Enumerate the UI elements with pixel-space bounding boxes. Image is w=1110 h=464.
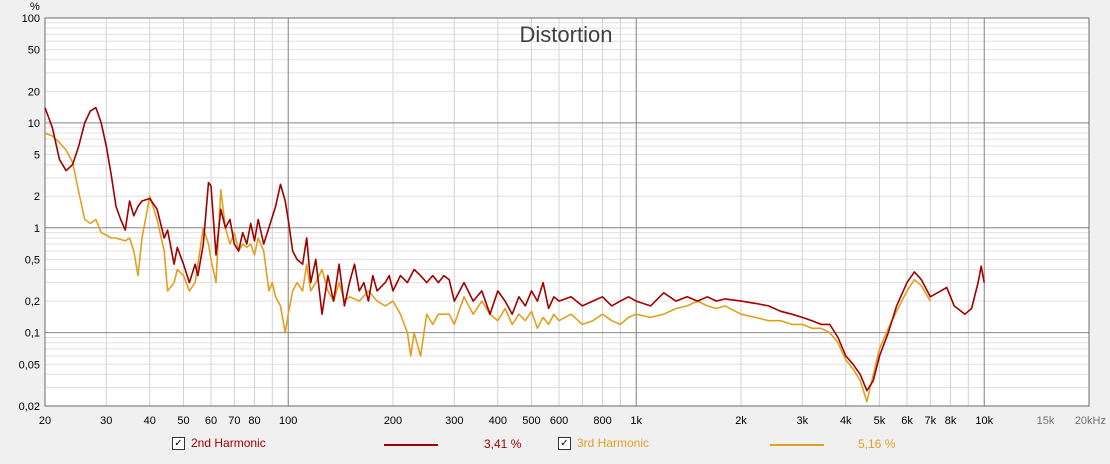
x-tick-label: 200 <box>384 415 402 427</box>
x-tick-label: 1k <box>630 415 642 427</box>
chart-legend: ✓ 2nd Harmonic 3,41 % ✓ 3rd Harmonic 5,1… <box>0 432 1110 458</box>
legend-item-3rd-harmonic[interactable]: ✓ 3rd Harmonic <box>558 436 649 450</box>
x-tick-label: 4k <box>840 415 852 427</box>
x-tick-label: 300 <box>445 415 463 427</box>
x-tick-label: 8k <box>945 415 957 427</box>
x-tick-label: 10k <box>975 415 993 427</box>
y-tick-label: 0,1 <box>25 328 40 340</box>
y-tick-label: 0,05 <box>19 359 40 371</box>
x-tick-label: 600 <box>550 415 568 427</box>
plot-border <box>44 17 1090 407</box>
checkbox-2nd-harmonic[interactable]: ✓ <box>172 436 185 450</box>
x-tick-label: 2k <box>735 415 747 427</box>
checkbox-3rd-harmonic[interactable]: ✓ <box>558 436 571 450</box>
x-tick-label: 80 <box>248 415 260 427</box>
y-tick-label: 100 <box>22 13 40 25</box>
legend-label-3rd-harmonic: 3rd Harmonic <box>577 436 650 450</box>
plot-area <box>45 18 1089 406</box>
x-tick-label: 60 <box>205 415 217 427</box>
x-tick-label: 20kHz <box>1075 415 1106 427</box>
y-tick-label: 0,2 <box>25 296 40 308</box>
x-tick-label: 70 <box>228 415 240 427</box>
legend-item-2nd-harmonic[interactable]: ✓ 2nd Harmonic <box>172 436 266 450</box>
y-tick-label: 1 <box>34 223 40 235</box>
y-tick-label: 0,5 <box>25 254 40 266</box>
distortion-chart: Distortion%1005020105210,50,20,10,050,02… <box>19 1 1106 427</box>
y-tick-label: 50 <box>28 45 40 57</box>
x-tick-label: 3k <box>796 415 808 427</box>
x-tick-label: 20 <box>39 415 51 427</box>
y-tick-label: 10 <box>28 118 40 130</box>
series-line-3rd-harmonic <box>44 132 931 403</box>
y-tick-label: 5 <box>34 149 40 161</box>
legend-swatch-2nd-harmonic <box>384 444 438 446</box>
x-tick-label: 400 <box>489 415 507 427</box>
x-tick-label: 40 <box>144 415 156 427</box>
x-tick-label: 50 <box>177 415 189 427</box>
x-tick-label: 800 <box>593 415 611 427</box>
y-axis-unit: % <box>30 1 40 13</box>
x-tick-label: 6k <box>901 415 913 427</box>
legend-value-2nd-harmonic: 3,41 % <box>484 437 522 451</box>
chart-title: Distortion <box>520 22 613 47</box>
x-tick-label: 500 <box>522 415 540 427</box>
y-tick-label: 2 <box>34 191 40 203</box>
legend-value-3rd-harmonic: 5,16 % <box>858 437 896 451</box>
series-line-2nd-harmonic <box>44 106 985 392</box>
x-tick-label: 100 <box>279 415 297 427</box>
legend-label-2nd-harmonic: 2nd Harmonic <box>191 436 266 450</box>
y-tick-label: 0,02 <box>19 401 40 413</box>
x-tick-label: 5k <box>874 415 886 427</box>
legend-swatch-3rd-harmonic <box>770 444 824 446</box>
x-tick-label: 15k <box>1037 415 1055 427</box>
x-tick-label: 30 <box>100 415 112 427</box>
y-tick-label: 20 <box>28 86 40 98</box>
x-tick-label: 7k <box>925 415 937 427</box>
